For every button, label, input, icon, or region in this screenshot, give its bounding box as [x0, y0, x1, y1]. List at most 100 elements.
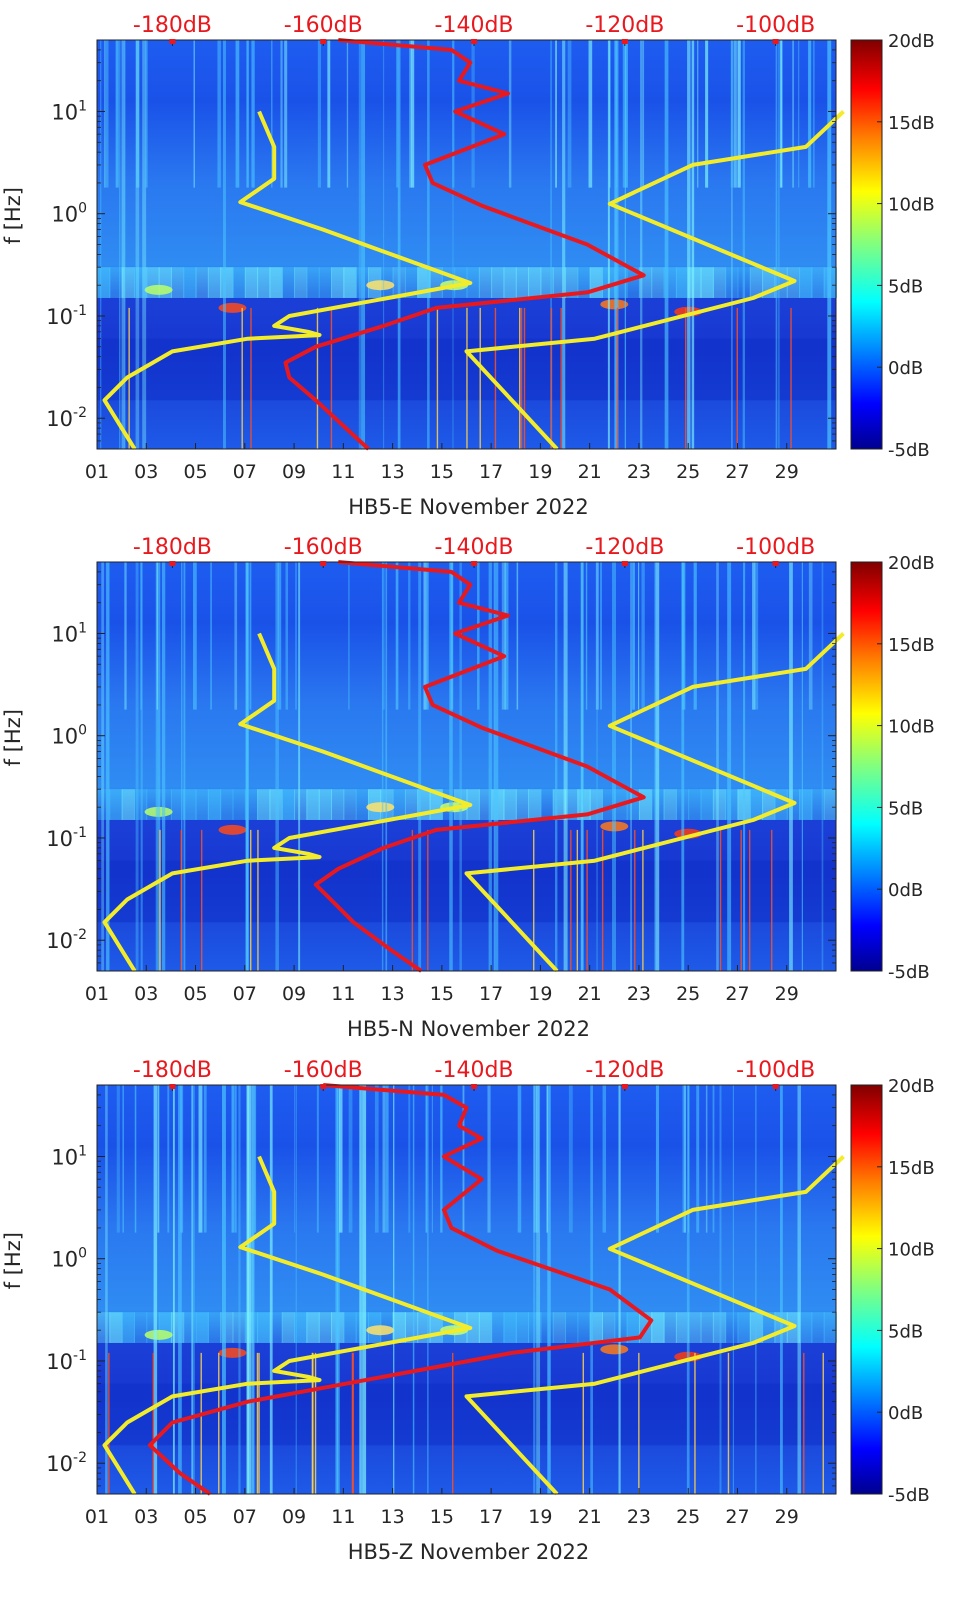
transient-stripe — [638, 1352, 640, 1494]
energy-hotspot — [600, 299, 629, 310]
transient-stripe — [550, 307, 553, 449]
event-stripe — [459, 562, 462, 971]
event-stripe — [612, 562, 616, 971]
microseism-cell — [207, 267, 222, 298]
nlnm-line — [102, 1155, 473, 1496]
microseism-cell — [207, 1312, 222, 1343]
low-frequency-band — [97, 1383, 836, 1446]
colorbar-label: 15dB — [888, 113, 935, 134]
event-stripe — [743, 562, 746, 971]
event-stripe — [181, 562, 183, 971]
microseism-cell — [491, 267, 505, 298]
transient-stripe — [586, 829, 588, 971]
top-tick-marker — [320, 1084, 327, 1089]
event-stripe — [252, 1085, 255, 1494]
event-stripe — [705, 1085, 708, 1233]
x-tick-label: 11 — [331, 1506, 355, 1528]
transient-stripe — [616, 307, 619, 449]
event-stripe — [533, 1085, 536, 1494]
event-stripe — [585, 562, 588, 710]
transient-stripe — [479, 307, 481, 449]
microseism-cell — [109, 267, 123, 298]
x-tick-label: 23 — [627, 983, 651, 1005]
event-stripe — [536, 1085, 541, 1494]
transient-stripe — [258, 1352, 260, 1494]
event-stripe — [210, 562, 212, 710]
event-stripe — [590, 1085, 593, 1494]
microseism-cell — [565, 267, 579, 298]
event-stripe — [488, 562, 492, 971]
event-stripe — [462, 1085, 465, 1233]
microseism-band — [97, 789, 837, 839]
event-stripe — [705, 40, 709, 188]
event-stripe — [696, 40, 699, 188]
event-stripe — [752, 562, 756, 710]
y-tick-label: 101 — [51, 98, 87, 124]
event-stripe — [385, 1085, 389, 1233]
microseism-cell — [749, 1312, 764, 1343]
low-frequency-band — [97, 860, 836, 923]
x-tick-label: 19 — [528, 1506, 552, 1528]
microseism-cell — [183, 789, 197, 820]
x-tick-label: 15 — [430, 1506, 454, 1528]
colorbar-label: 0dB — [888, 358, 923, 379]
microseism-cell — [528, 789, 542, 820]
microseism-cell — [688, 1312, 702, 1343]
event-stripe — [418, 562, 422, 971]
x-tick-label: 03 — [134, 461, 158, 483]
event-stripe — [269, 1085, 273, 1494]
x-tick-label: 15 — [430, 983, 454, 1005]
event-stripe — [681, 562, 686, 710]
event-stripe — [501, 562, 506, 710]
transient-stripe — [218, 1352, 220, 1494]
transient-stripe — [560, 307, 562, 449]
x-tick-label: 03 — [134, 983, 158, 1005]
x-tick-label: 11 — [331, 983, 355, 1005]
microseism-cell — [269, 267, 283, 298]
event-stripe — [624, 40, 627, 449]
microseism-cell — [626, 267, 640, 298]
transient-stripe — [601, 829, 604, 971]
colorbar-label: 5dB — [888, 1321, 923, 1342]
event-stripes — [101, 562, 824, 971]
event-stripe — [157, 562, 161, 971]
microseism-cell — [565, 1312, 579, 1343]
x-tick-label: 13 — [381, 461, 405, 483]
transient-stripe — [719, 829, 722, 971]
event-stripe — [203, 1085, 207, 1233]
transient-stripe — [694, 1352, 696, 1494]
event-stripe — [298, 562, 301, 971]
colorbar-label: 5dB — [888, 276, 923, 297]
y-tick-label: 100 — [51, 723, 87, 749]
top-axis-label: -120dB — [585, 13, 664, 38]
microseism-cell — [281, 267, 296, 298]
microseism-cell — [515, 1312, 530, 1343]
microseism-cell — [121, 267, 135, 298]
microseism-cell — [515, 789, 530, 820]
spectrogram-panel: 01 03 05 07 09 11 13 15 17 19 21 23 25 27 29 HB5-Z Nove… — [1, 1058, 935, 1564]
event-stripe — [517, 1085, 522, 1233]
microseism-cell — [244, 267, 259, 298]
microseism-cell — [725, 789, 739, 820]
event-stripe — [411, 40, 415, 188]
microseism-cell — [552, 1312, 567, 1343]
event-stripe — [140, 562, 143, 971]
event-stripe — [536, 1085, 540, 1233]
colorbar-label: 15dB — [888, 1158, 935, 1179]
microseism-cell — [700, 789, 714, 820]
transient-stripe — [152, 1352, 155, 1494]
median-psd-line — [283, 38, 646, 451]
event-stripe — [600, 562, 602, 710]
microseism-cell — [392, 789, 406, 820]
microseism-cell — [491, 1312, 505, 1343]
microseism-cell — [651, 1312, 665, 1343]
event-stripe — [235, 40, 240, 188]
event-stripe — [385, 562, 388, 971]
top-axis-label: -140dB — [435, 1058, 514, 1083]
microseism-cell — [737, 1312, 751, 1343]
transient-stripe — [771, 829, 773, 971]
microseism-cell — [589, 1312, 603, 1343]
x-tick-label: 21 — [578, 461, 602, 483]
event-stripe — [193, 40, 195, 188]
microseism-cell — [626, 1312, 640, 1343]
